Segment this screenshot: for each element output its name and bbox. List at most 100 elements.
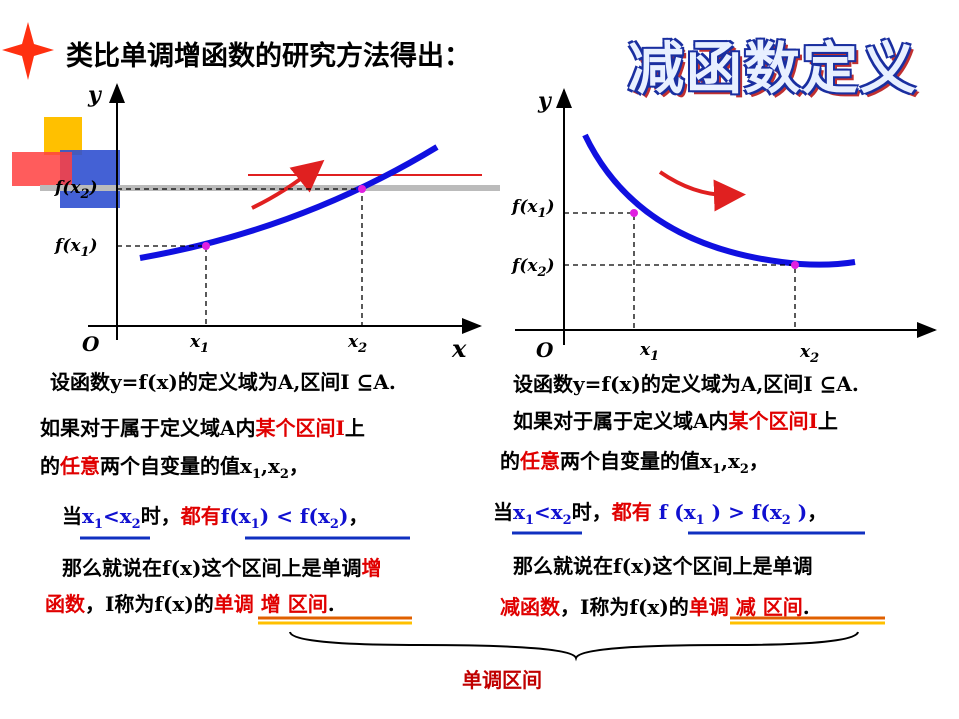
text-run: ) (790, 500, 808, 524)
brace (289, 631, 859, 662)
text-run: 设函数y=f(x)的定义域为A,区间I ⊆A. (513, 372, 859, 396)
text-run: ， (288, 454, 309, 478)
text-run: 2 (329, 517, 339, 532)
point (358, 185, 366, 193)
text-run: 两个自变量的值x (100, 454, 252, 478)
text-run: 1 (250, 517, 260, 532)
text-line: 那么就说在f(x)这个区间上是单调增 (62, 552, 381, 581)
text-run: 当 (493, 500, 513, 524)
text-run: 2 (279, 467, 289, 482)
text-line: 函数，I称为f(x)的单调 增 区间. (45, 588, 335, 617)
text-run: f (x (658, 500, 696, 524)
text-run: ) < f(x (259, 504, 330, 528)
text-run: 1 (80, 245, 90, 260)
text-line: 如果对于属于定义域A内某个区间I上 (513, 405, 838, 434)
text-line: 那么就说在f(x)这个区间上是单调 (513, 550, 812, 579)
text-run: 2 (810, 351, 820, 366)
text-run: 2 (739, 462, 749, 477)
point (630, 209, 638, 217)
text-run: 那么就说在f(x)这个区间上是单调 (513, 554, 813, 578)
text-run: ) (546, 197, 555, 217)
point (791, 261, 799, 269)
text-run: 2 (80, 187, 90, 202)
text-run: <x (533, 500, 563, 524)
text-run: 1 (200, 341, 210, 356)
axis-label: x2 (800, 342, 819, 366)
axis-label: x1 (640, 340, 659, 364)
text-run: . (327, 592, 335, 616)
text-run: 1 (695, 513, 705, 528)
axis-label: y (538, 88, 551, 114)
text-run: 两个自变量的值x (560, 449, 712, 473)
text-line: 减函数，I称为f(x)的单调 减 区间. (500, 591, 810, 620)
text-run: 1 (524, 513, 534, 528)
text-run: x (190, 332, 201, 352)
star (2, 22, 54, 80)
title: 类比单调增函数的研究方法得出： (66, 41, 471, 72)
axis-label: f(x1) (512, 197, 555, 221)
axis-label: x2 (348, 332, 367, 356)
text-run: 1 (93, 517, 103, 532)
text-run: ，I称为f(x)的 (560, 595, 689, 619)
deco-band (40, 185, 500, 191)
text-run: ， (807, 500, 828, 524)
text-run: 上 (344, 416, 365, 440)
text-run: 1 (650, 349, 660, 364)
text-run: 任意 (520, 449, 560, 473)
underlines (80, 531, 885, 625)
text-run: x (513, 500, 525, 524)
text-run: 某个区间I (255, 416, 345, 440)
text-run: 2 (537, 265, 547, 280)
text-run: ) (89, 236, 98, 256)
text-run: 1 (251, 467, 261, 482)
text-run: ) > f(x (704, 500, 782, 524)
text-run: 减函数 (500, 595, 560, 619)
text-run: 单调 增 区间 (213, 592, 328, 616)
axis-label: x1 (190, 332, 209, 356)
text-line: 如果对于属于定义域A内某个区间I上 (40, 412, 365, 441)
text-run: 如果对于属于定义域A内 (513, 409, 729, 433)
text-run: 单调 减 区间 (688, 595, 803, 619)
text-run: 2 (562, 513, 572, 528)
text-run: f(x (220, 504, 251, 528)
banner: 减函数定义 (628, 37, 918, 102)
axis-label: y (88, 82, 101, 108)
text-run: 的 (40, 454, 60, 478)
text-run: . (802, 595, 810, 619)
text-run: ) (546, 256, 555, 276)
text-run: 2 (781, 513, 791, 528)
axis-label: O (82, 332, 100, 356)
text-run: ) (338, 504, 349, 528)
text-run: f(x (55, 178, 81, 198)
text-run: 当 (62, 504, 82, 528)
axis-label: f(x1) (55, 236, 98, 260)
increasing-curve (139, 144, 439, 261)
text-run: ,x (260, 454, 280, 478)
text-run: 增 (361, 556, 382, 580)
arrow (658, 170, 746, 212)
text-run: 那么就说在f(x)这个区间上是单调 (62, 556, 362, 580)
text-run: 函数 (45, 592, 85, 616)
text-run: x (640, 340, 651, 360)
axis-label: f(x2) (512, 256, 555, 280)
text-line: 当x1<x2时，都有f(x1) < f(x2)， (62, 500, 368, 532)
text-run: 2 (358, 341, 368, 356)
text-run: ， (748, 449, 769, 473)
deco-square (12, 152, 72, 186)
text-line: 设函数y=f(x)的定义域为A,区间I ⊆A. (513, 368, 859, 397)
axis-label: x (452, 334, 467, 363)
text-line: 的任意两个自变量的值x1,x2， (500, 445, 769, 477)
text-run: ) (89, 178, 98, 198)
text-run: 1 (537, 206, 547, 221)
text-run: 2 (131, 517, 141, 532)
axis-label: O (536, 338, 554, 362)
text-run: ,x (720, 449, 740, 473)
text-run: x (82, 504, 94, 528)
text-line: 设函数y=f(x)的定义域为A,区间I ⊆A. (50, 366, 396, 395)
footer: 单调区间 (462, 668, 542, 692)
guides (564, 212, 796, 330)
text-run: f(x (55, 236, 81, 256)
text-run: 如果对于属于定义域A内 (40, 416, 256, 440)
